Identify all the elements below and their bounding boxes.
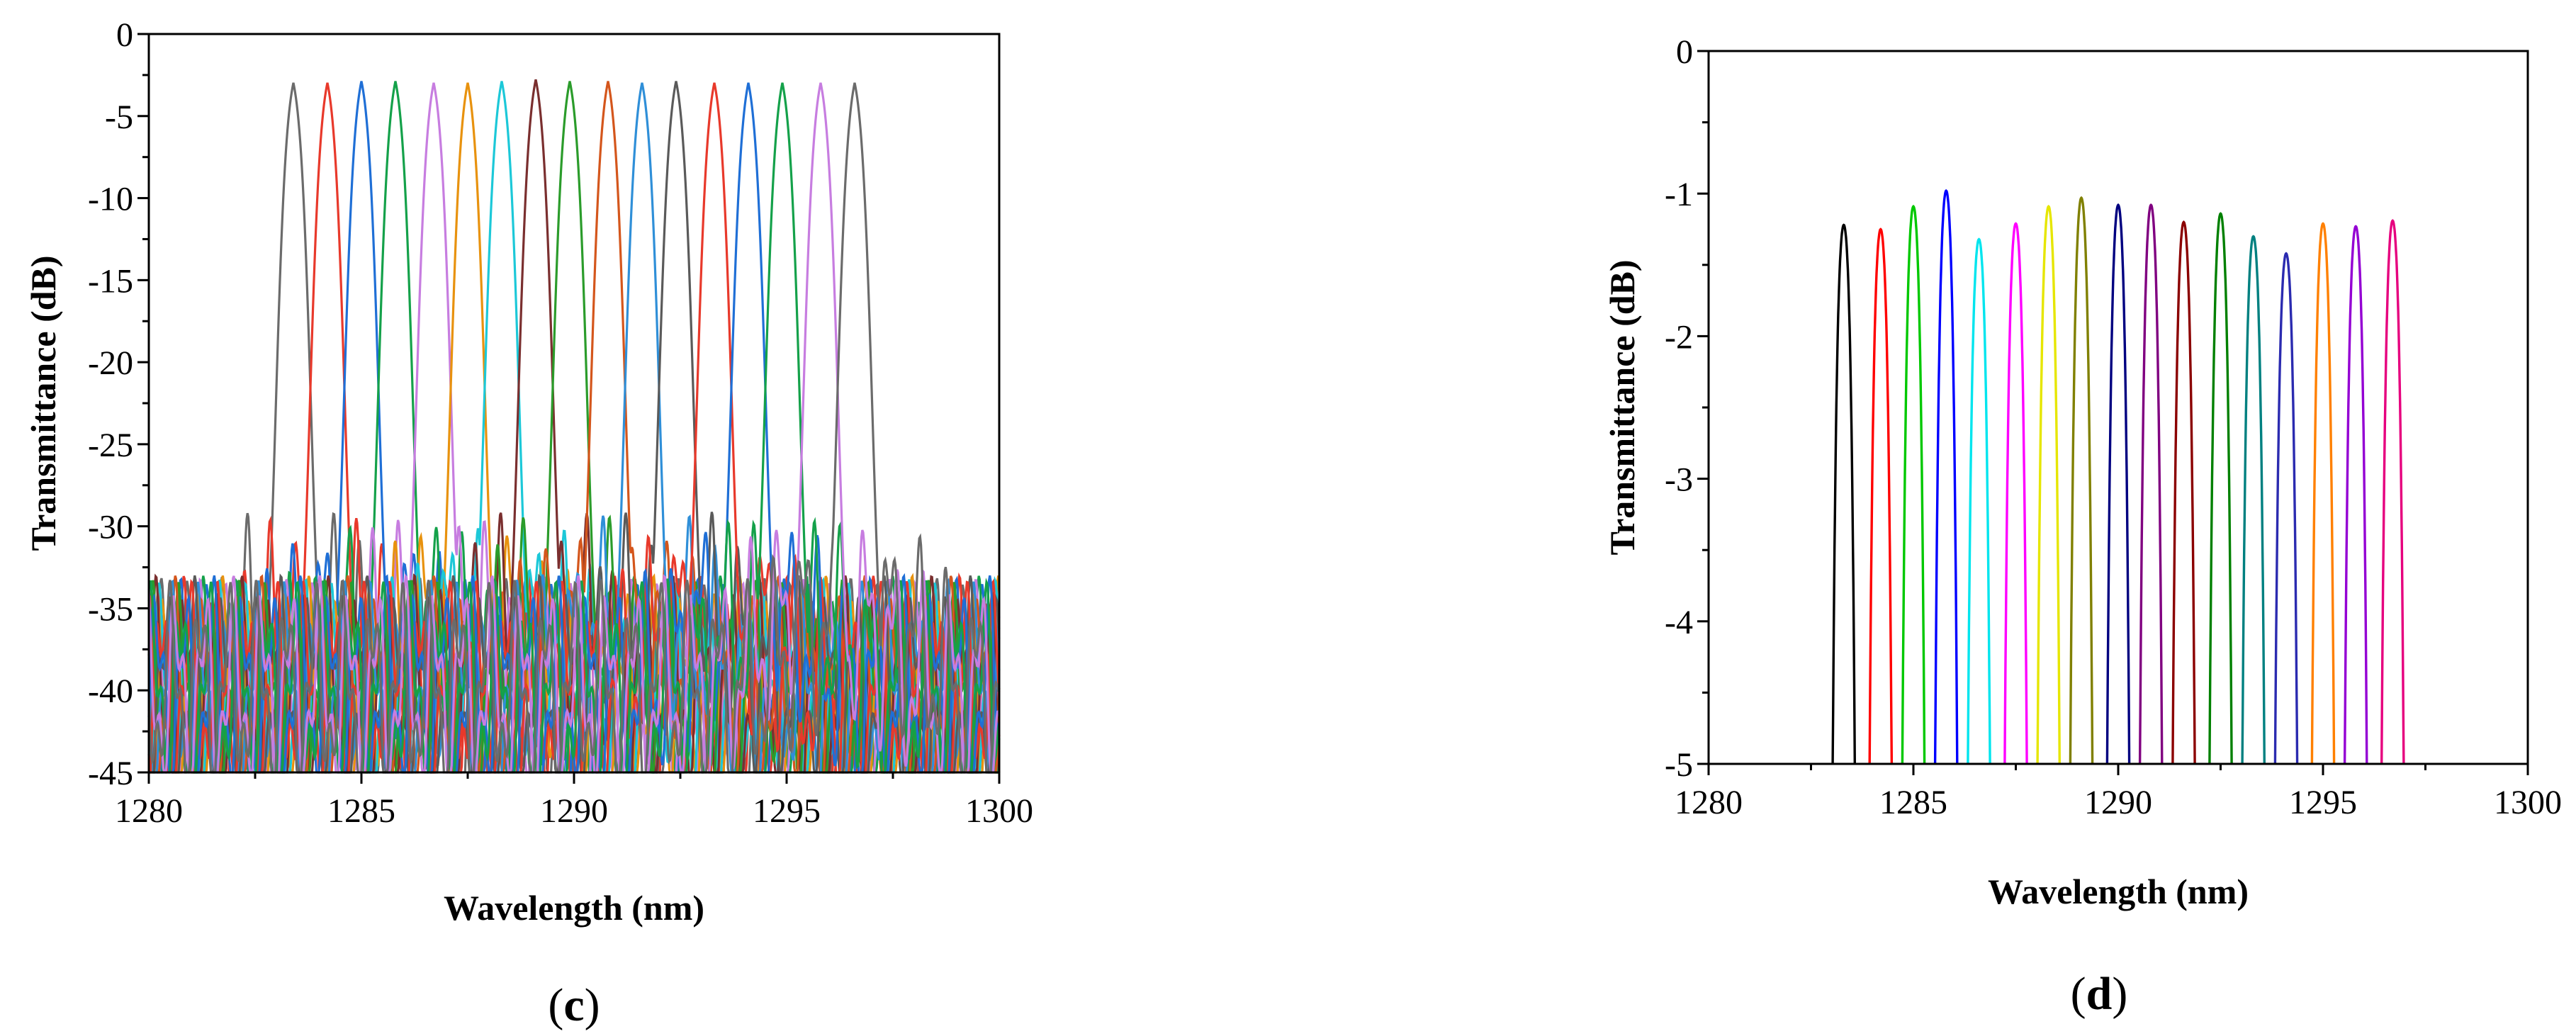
x-tick-label: 1280 bbox=[115, 792, 183, 830]
panel-c-y-axis-title: Transmittance (dB) bbox=[23, 255, 63, 551]
x-tick-label: 1290 bbox=[540, 792, 608, 830]
panel-d: 1280 1285 1290 1295 1300 0 -1 -2 -3 -4 -5 Waveleng… bbox=[1602, 33, 2562, 1020]
x-tick-label: 1285 bbox=[1879, 784, 1947, 821]
panel-d-series-line bbox=[1933, 188, 1959, 765]
x-tick-label: 1285 bbox=[327, 792, 395, 830]
panel-d-series-group bbox=[1831, 188, 2405, 765]
y-tick-label: -4 bbox=[1665, 604, 1693, 641]
panel-d-series-line bbox=[2380, 219, 2405, 765]
y-tick-label: -30 bbox=[88, 509, 133, 546]
y-tick-label: 0 bbox=[116, 16, 133, 54]
panel-d-y-axis-title: Transmittance (dB) bbox=[1602, 259, 1642, 555]
panel-d-series-line bbox=[2003, 222, 2028, 765]
panel-c-series-group bbox=[147, 79, 1001, 774]
x-tick-label: 1300 bbox=[2494, 784, 2562, 821]
panel-d-plot-frame bbox=[1707, 50, 2529, 765]
y-tick-label: 0 bbox=[1676, 33, 1693, 71]
y-tick-label: -45 bbox=[88, 755, 133, 792]
panel-d-series-line bbox=[2036, 205, 2061, 765]
panel-c-series-line bbox=[147, 82, 1001, 774]
panel-d-series-line bbox=[1967, 237, 1991, 765]
panel-c-label: (c) bbox=[548, 979, 600, 1031]
panel-c: 1280 1285 1290 1295 1300 0 -5 -10 -15 -20 -25 -30 -3… bbox=[23, 16, 1033, 1031]
panel-d-series-line bbox=[1868, 227, 1894, 765]
panel-d-series-line bbox=[2273, 252, 2299, 765]
y-tick-label: -5 bbox=[105, 98, 133, 136]
panel-d-series-line bbox=[2138, 203, 2164, 765]
y-tick-label: -40 bbox=[88, 672, 133, 710]
panel-d-series-line bbox=[2343, 225, 2368, 765]
panel-c-series-line bbox=[147, 82, 1001, 774]
y-tick-label: -20 bbox=[88, 344, 133, 382]
x-tick-label: 1290 bbox=[2084, 784, 2152, 821]
panel-d-series-line bbox=[1831, 223, 1856, 765]
x-tick-label: 1295 bbox=[753, 792, 821, 830]
y-tick-label: -35 bbox=[88, 590, 133, 628]
panel-d-series-line bbox=[2241, 235, 2266, 765]
x-tick-label: 1295 bbox=[2289, 784, 2357, 821]
y-tick-label: -15 bbox=[88, 262, 133, 300]
panel-d-series-line bbox=[2171, 220, 2196, 765]
panel-d-series-line bbox=[2310, 222, 2336, 765]
y-tick-label: -5 bbox=[1665, 746, 1693, 784]
y-tick-label: -1 bbox=[1665, 176, 1693, 213]
y-tick-label: -3 bbox=[1665, 461, 1693, 499]
panel-c-ticks: 1280 1285 1290 1295 1300 0 -5 -10 -15 -20 -25 -30 -3… bbox=[88, 16, 1033, 830]
y-tick-label: -2 bbox=[1665, 318, 1693, 356]
y-tick-label: -10 bbox=[88, 181, 133, 218]
x-tick-label: 1280 bbox=[1675, 784, 1743, 821]
panel-c-series-line bbox=[147, 82, 1001, 774]
panel-d-series-line bbox=[2105, 203, 2131, 765]
panel-d-series-line bbox=[1901, 204, 1926, 765]
panel-d-ticks: 1280 1285 1290 1295 1300 0 -1 -2 -3 -4 -5 bbox=[1665, 33, 2562, 821]
panel-d-x-axis-title: Wavelength (nm) bbox=[1988, 872, 2249, 911]
panel-d-series-line bbox=[2069, 196, 2094, 765]
panel-d-label: (d) bbox=[2071, 968, 2128, 1020]
y-tick-label: -25 bbox=[88, 427, 133, 464]
panel-c-x-axis-title: Wavelength (nm) bbox=[444, 888, 704, 928]
x-tick-label: 1300 bbox=[965, 792, 1033, 830]
panel-d-series-line bbox=[2208, 212, 2233, 765]
